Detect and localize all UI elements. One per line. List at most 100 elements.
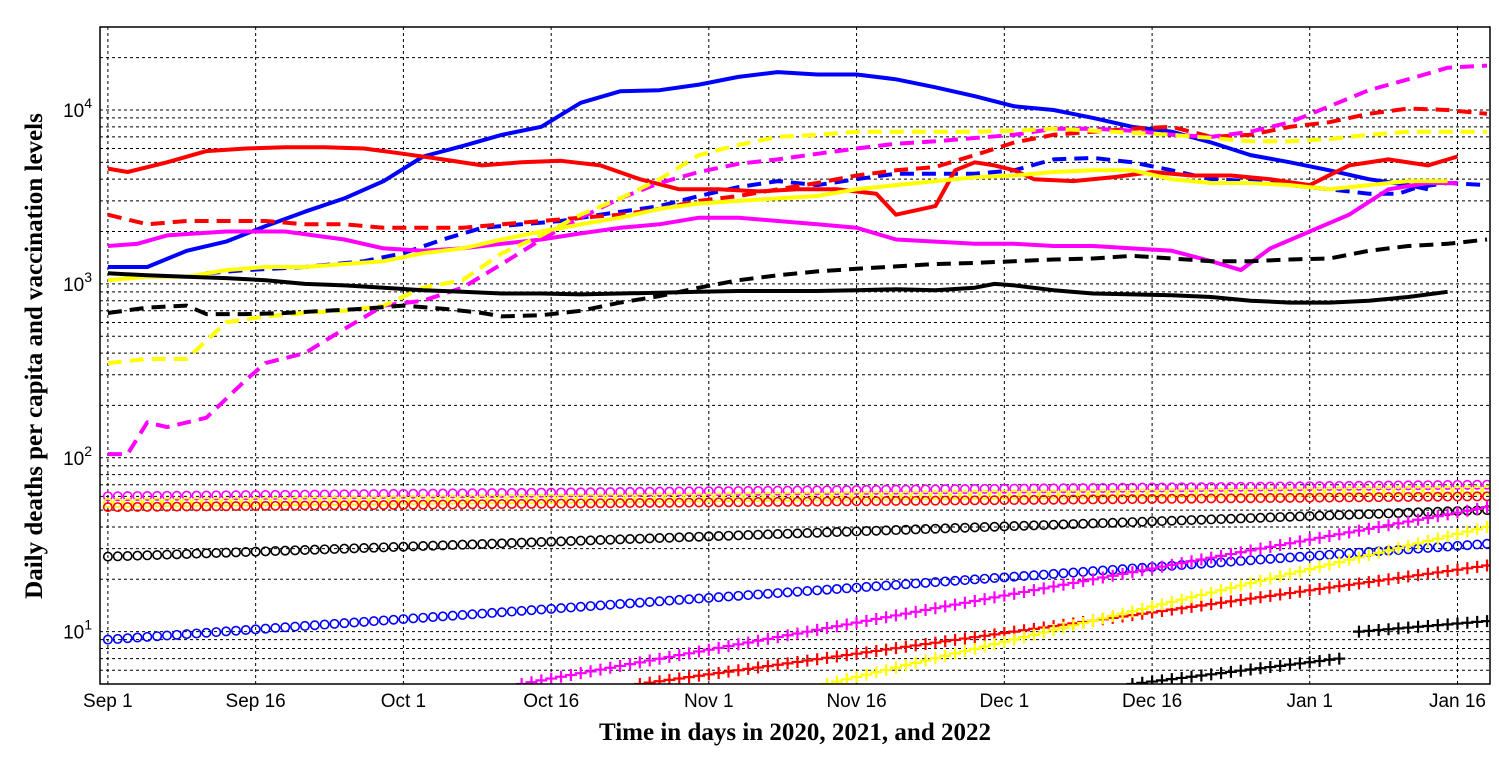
- data-point: [398, 488, 409, 499]
- data-point: [1019, 494, 1030, 505]
- data-point: [979, 489, 990, 500]
- data-point: [979, 573, 990, 584]
- data-point: [1127, 488, 1138, 499]
- data-point: [802, 496, 813, 507]
- data-point: [674, 486, 685, 497]
- data-point: [329, 500, 340, 511]
- data-point: [1452, 479, 1463, 490]
- data-point: [1038, 483, 1049, 494]
- data-point: [536, 537, 547, 548]
- data-point: [1097, 488, 1108, 499]
- data-point: [644, 492, 655, 503]
- data-point: [733, 590, 744, 601]
- data-point: [349, 617, 360, 628]
- data-point: [899, 607, 912, 620]
- data-point: [329, 495, 340, 506]
- data-point: [1303, 563, 1316, 576]
- data-point: [909, 605, 922, 618]
- data-point: [959, 522, 970, 533]
- data-point: [850, 616, 863, 629]
- data-point: [408, 541, 419, 552]
- data-point: [585, 535, 596, 546]
- data-point: [949, 598, 962, 611]
- data-point: [1304, 481, 1315, 492]
- data-point: [900, 484, 911, 495]
- data-point: [1245, 513, 1256, 524]
- data-point: [546, 536, 557, 547]
- data-point: [1058, 519, 1069, 530]
- data-point: [437, 611, 448, 622]
- data-point: [683, 647, 696, 660]
- data-point: [546, 493, 557, 504]
- data-point: [830, 650, 843, 663]
- data-point: [1373, 480, 1384, 491]
- data-point: [1048, 489, 1059, 500]
- data-point: [546, 487, 557, 498]
- data-point: [1097, 494, 1108, 505]
- data-point: [644, 486, 655, 497]
- data-point: [958, 596, 971, 609]
- data-point: [1344, 486, 1355, 497]
- data-point: [1343, 526, 1356, 539]
- data-point: [1412, 537, 1425, 550]
- data-point: [201, 627, 212, 638]
- data-point: [1234, 664, 1247, 677]
- data-point: [713, 492, 724, 503]
- data-point: [1019, 570, 1030, 581]
- data-point: [723, 591, 734, 602]
- data-point: [152, 631, 163, 642]
- data-point: [1432, 491, 1443, 502]
- data-point: [122, 633, 133, 644]
- data-point: [487, 538, 498, 549]
- data-point: [743, 492, 754, 503]
- marker-series-1: [102, 485, 1490, 508]
- data-point: [585, 493, 596, 504]
- data-point: [1127, 517, 1138, 528]
- data-point: [1215, 667, 1228, 680]
- data-point: [1352, 577, 1365, 590]
- data-point: [230, 625, 241, 636]
- data-point: [359, 495, 370, 506]
- data-point: [1008, 633, 1021, 646]
- data-point: [1048, 483, 1059, 494]
- data-point: [221, 626, 232, 637]
- data-point: [979, 522, 990, 533]
- data-point: [871, 525, 882, 536]
- data-point: [969, 495, 980, 506]
- data-point: [142, 497, 153, 508]
- series-line-4: [107, 181, 1458, 273]
- data-point: [1284, 658, 1297, 671]
- data-point: [556, 536, 567, 547]
- data-point: [1324, 549, 1335, 560]
- data-point: [1314, 486, 1325, 497]
- data-point: [1461, 525, 1474, 538]
- data-point: [624, 534, 635, 545]
- data-point: [978, 640, 991, 653]
- data-point: [556, 498, 567, 509]
- data-point: [250, 546, 261, 557]
- data-point: [595, 498, 606, 509]
- data-point: [733, 486, 744, 497]
- data-point: [565, 498, 576, 509]
- data-point: [260, 490, 271, 501]
- data-point: [1038, 569, 1049, 580]
- data-point: [1481, 559, 1490, 572]
- data-point: [1186, 482, 1197, 493]
- data-point: [674, 594, 685, 605]
- data-point: [1372, 546, 1385, 559]
- data-point: [1481, 615, 1490, 628]
- data-point: [910, 578, 921, 589]
- data-point: [1353, 509, 1364, 520]
- data-point: [732, 664, 745, 677]
- data-point: [615, 493, 626, 504]
- data-point: [240, 501, 251, 512]
- data-point: [496, 499, 507, 510]
- data-point: [1166, 488, 1177, 499]
- data-point: [900, 524, 911, 535]
- data-point: [1107, 494, 1118, 505]
- data-point: [822, 584, 833, 595]
- data-point: [713, 486, 724, 497]
- data-point: [615, 599, 626, 610]
- data-point: [1244, 544, 1257, 557]
- data-point: [359, 489, 370, 500]
